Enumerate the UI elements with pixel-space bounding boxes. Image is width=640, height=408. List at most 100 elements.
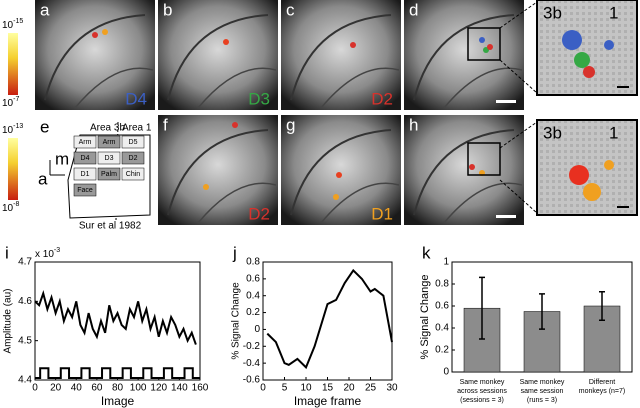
x-tick-label: 80 [112,383,124,394]
zoom-line [499,1,538,29]
vessel [290,14,392,101]
y-tick-label: -0.4 [243,358,261,369]
activation [203,184,209,190]
activation [232,122,238,128]
error-bar [599,290,605,322]
panel-letter: i [5,243,9,262]
vessel [290,129,392,216]
brain-image [404,0,524,110]
y-axis-label: % Signal Change [231,282,242,360]
vessel [320,182,400,224]
x-tick-label: 60 [91,383,103,394]
region-label: D2 [129,155,138,162]
region-label: D5 [129,139,138,146]
data-line [35,367,200,380]
activation [604,40,614,50]
region [121,167,145,181]
inset [536,0,638,96]
error-bar [539,293,545,330]
panel-letter: b [163,0,172,19]
y-tick-label: 0.2 [435,345,449,356]
region-label: Chin [126,171,141,178]
y-tick-label: 1 [443,257,449,268]
x-tick-label: 0 [32,383,38,394]
brain-image [35,0,155,110]
activation [469,164,475,170]
region [121,135,145,149]
base: x 10 [35,249,54,260]
activation [350,42,356,48]
axis-arrows [49,160,65,176]
activation [479,37,485,43]
y-tick-label: 4.5 [18,335,32,346]
data-line [266,268,393,370]
region-label: D1 [81,171,90,178]
digit-label: D4 [125,89,147,108]
area-label: Area 1 [122,123,152,134]
inset-label: 1 [609,3,618,22]
label-line: across sessions [457,388,507,395]
x-tick-label: 5 [282,383,288,394]
label-line: Same monkey [460,379,505,386]
activation [569,165,589,185]
vessel [320,67,400,109]
panel-letter: g [286,115,295,134]
digit-label: D2 [371,89,393,108]
plot-frame [262,261,393,381]
activation [336,172,342,178]
digit-label: D2 [248,204,270,223]
y-tick-label: -0.2 [243,341,261,352]
region [73,167,97,181]
y-tick-label: 4.6 [18,296,32,307]
activation [223,39,229,45]
y-tick-label: 0.6 [435,301,449,312]
base: 10 [2,125,14,136]
y-tick-label: 0 [443,367,449,378]
x-axis-label: Image frame [294,394,362,408]
activation [333,194,339,200]
vessel [443,67,523,109]
x-tick-label: 20 [343,383,355,394]
panel-letter: e [40,117,49,136]
brain-image [281,0,401,110]
panel-letter: k [422,243,431,262]
x-tick-label: 100 [130,383,147,394]
y-tick-label: 0 [254,324,260,335]
x-tick-label: Same monkey same session (runs = 3) [520,379,565,404]
roi-box [467,142,501,176]
vessel [167,14,269,101]
label-line: monkeys (n=7) [579,388,626,395]
scale-bar [496,215,516,218]
y-tick-label: 0.4 [246,290,260,301]
y-tick-label: 0.6 [246,273,260,284]
exponent-label: 10-8 [2,201,19,214]
exp: -7 [13,96,19,103]
y-tick-label: 0.2 [246,307,260,318]
citation: Sur et al 1982 [79,221,142,232]
region [73,183,97,197]
brain-image [404,115,524,225]
x-tick-label: 0 [260,383,266,394]
y-tick-label: -0.6 [243,375,261,386]
inset-label: 3b [543,3,562,22]
y-tick-label: 4.7 [18,257,32,268]
activation [562,30,582,50]
y-tick-label: 0.8 [246,257,260,268]
base: 10 [2,20,14,31]
panel-letter: d [409,0,418,19]
base: 10 [2,203,14,214]
exponent-label: 10-15 [2,18,23,31]
region [97,167,121,181]
label-line: (runs = 3) [527,397,557,404]
x-tick-label: 10 [300,383,312,394]
region-label: Palm [101,171,117,178]
activation [583,66,595,78]
vessel [197,67,277,109]
vessel [443,182,523,224]
activation [102,29,108,35]
region [97,151,121,165]
x-tick-label: 30 [386,383,398,394]
exp: -15 [13,18,23,25]
activation [574,52,590,68]
region [73,135,97,149]
